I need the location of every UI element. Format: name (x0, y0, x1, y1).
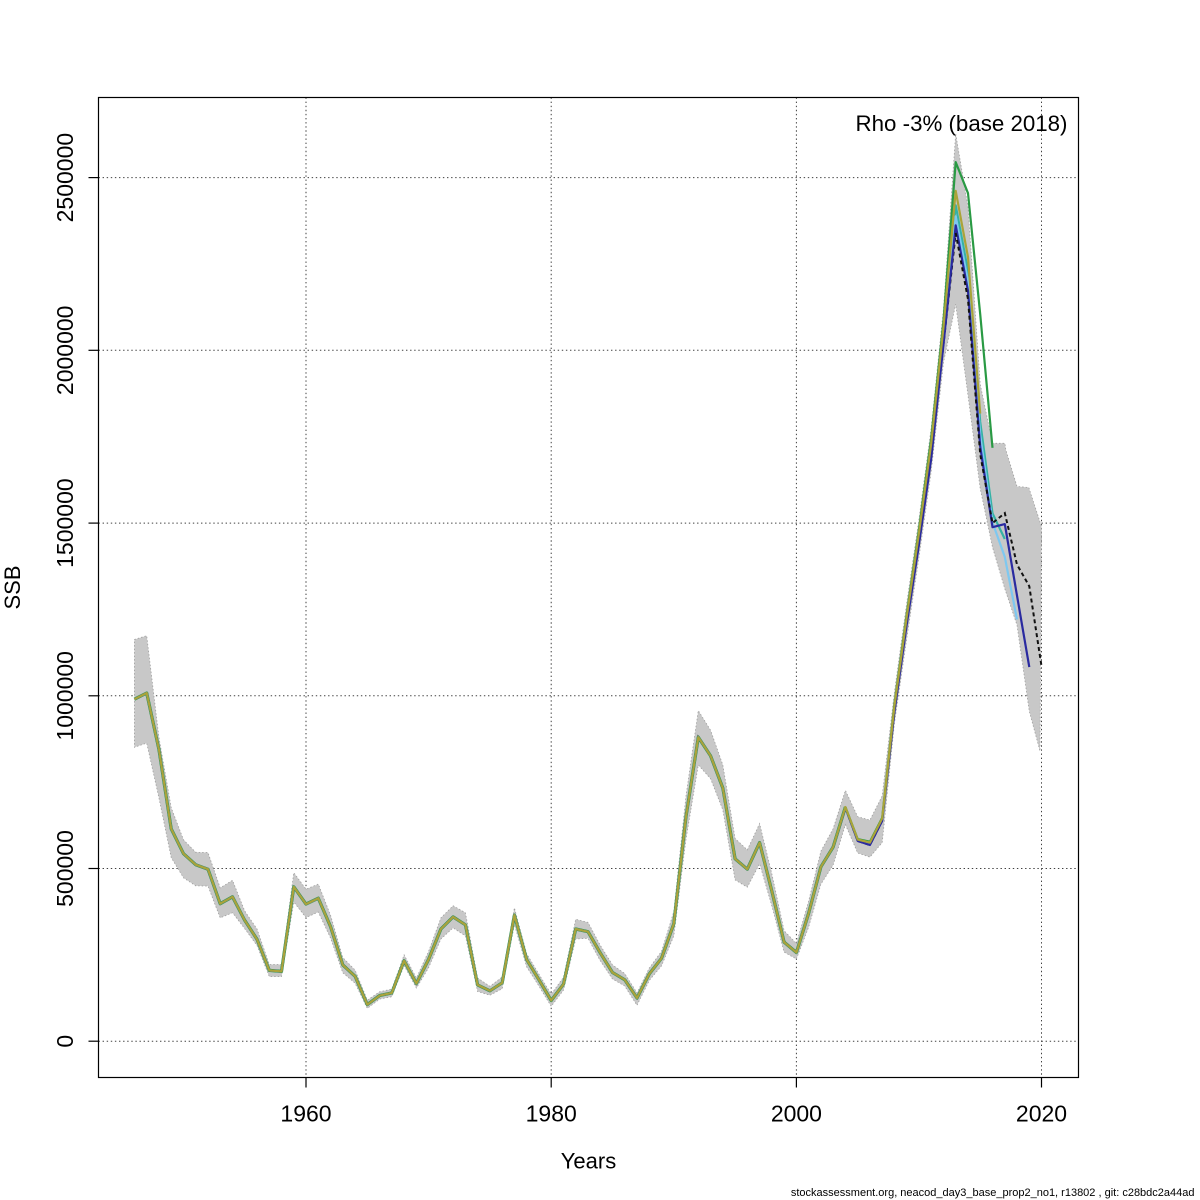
svg-text:1960: 1960 (280, 1101, 331, 1127)
svg-text:Years: Years (561, 1149, 616, 1174)
svg-text:2500000: 2500000 (52, 133, 78, 223)
svg-text:500000: 500000 (52, 830, 78, 907)
svg-text:2020: 2020 (1016, 1101, 1067, 1127)
svg-text:SSB: SSB (0, 565, 25, 609)
svg-text:stockassessment.org, neacod_da: stockassessment.org, neacod_day3_base_pr… (791, 1187, 1195, 1199)
svg-text:1980: 1980 (526, 1101, 577, 1127)
svg-text:2000000: 2000000 (52, 306, 78, 396)
svg-text:1500000: 1500000 (52, 478, 78, 568)
svg-text:Rho -3% (base 2018): Rho -3% (base 2018) (856, 111, 1068, 136)
svg-text:1000000: 1000000 (52, 651, 78, 741)
svg-text:0: 0 (52, 1035, 78, 1048)
svg-text:2000: 2000 (771, 1101, 822, 1127)
